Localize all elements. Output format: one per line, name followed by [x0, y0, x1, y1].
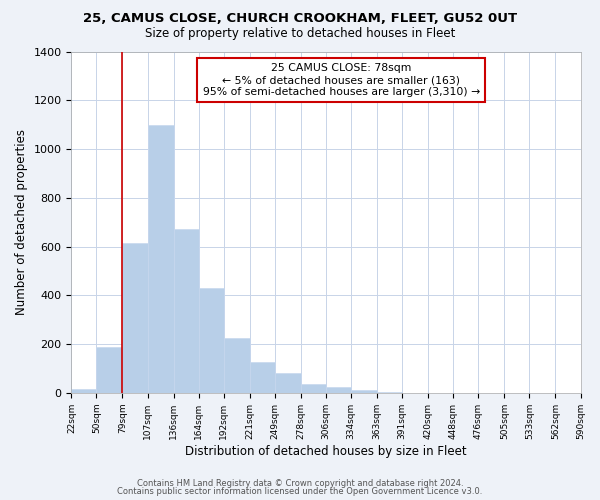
Bar [71, 389, 97, 393]
Bar [122, 243, 148, 393]
Y-axis label: Number of detached properties: Number of detached properties [15, 129, 28, 315]
Bar [326, 387, 351, 393]
X-axis label: Distribution of detached houses by size in Fleet: Distribution of detached houses by size … [185, 444, 467, 458]
Text: 25 CAMUS CLOSE: 78sqm
← 5% of detached houses are smaller (163)
95% of semi-deta: 25 CAMUS CLOSE: 78sqm ← 5% of detached h… [203, 64, 480, 96]
Bar [351, 390, 377, 393]
Text: Size of property relative to detached houses in Fleet: Size of property relative to detached ho… [145, 28, 455, 40]
Bar [224, 338, 250, 393]
Bar [250, 362, 275, 393]
Bar [301, 384, 326, 393]
Text: Contains public sector information licensed under the Open Government Licence v3: Contains public sector information licen… [118, 487, 482, 496]
Text: Contains HM Land Registry data © Crown copyright and database right 2024.: Contains HM Land Registry data © Crown c… [137, 478, 463, 488]
Bar [377, 392, 402, 393]
Bar [97, 346, 122, 393]
Bar [199, 288, 224, 393]
Bar [275, 374, 301, 393]
Bar [148, 124, 173, 393]
Text: 25, CAMUS CLOSE, CHURCH CROOKHAM, FLEET, GU52 0UT: 25, CAMUS CLOSE, CHURCH CROOKHAM, FLEET,… [83, 12, 517, 26]
Bar [173, 230, 199, 393]
